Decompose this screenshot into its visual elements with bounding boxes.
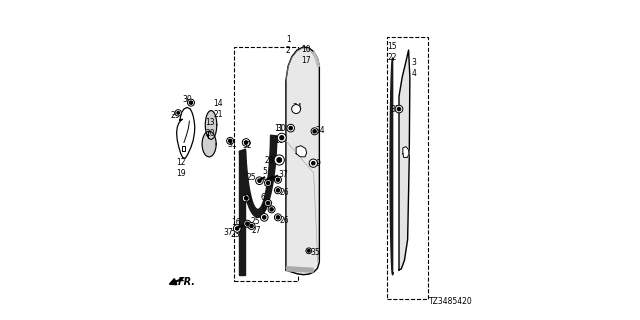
Polygon shape (205, 111, 217, 139)
Text: 11
18: 11 18 (274, 124, 284, 145)
Circle shape (306, 248, 312, 254)
Circle shape (287, 124, 294, 132)
Circle shape (266, 201, 269, 204)
Circle shape (255, 177, 263, 185)
Text: 29: 29 (170, 111, 180, 120)
Text: 14
21: 14 21 (213, 99, 223, 119)
Text: 6
8: 6 8 (261, 193, 266, 213)
Polygon shape (399, 50, 410, 270)
Text: 10
17: 10 17 (301, 45, 310, 65)
Circle shape (276, 178, 280, 181)
Circle shape (189, 101, 193, 104)
Circle shape (244, 197, 248, 200)
Circle shape (275, 187, 282, 194)
Circle shape (236, 227, 239, 230)
Circle shape (277, 158, 282, 162)
Circle shape (246, 222, 249, 225)
Circle shape (308, 250, 310, 252)
Text: 30: 30 (182, 95, 192, 104)
Text: 26: 26 (279, 216, 289, 225)
Circle shape (312, 162, 315, 165)
Circle shape (250, 224, 253, 228)
Text: 13
20: 13 20 (205, 118, 215, 138)
Circle shape (292, 105, 301, 114)
Polygon shape (390, 58, 393, 275)
Circle shape (266, 181, 269, 185)
Circle shape (311, 128, 318, 135)
Text: 37: 37 (223, 228, 233, 237)
Text: 34: 34 (292, 103, 301, 112)
Polygon shape (202, 131, 216, 157)
Bar (234, 47, 298, 281)
Polygon shape (239, 135, 277, 217)
Circle shape (395, 105, 403, 113)
Text: 15
22: 15 22 (388, 42, 397, 62)
Text: TZ3485420: TZ3485420 (429, 297, 472, 306)
Polygon shape (314, 52, 319, 67)
Text: 30: 30 (276, 124, 286, 132)
Circle shape (260, 213, 268, 221)
Circle shape (275, 214, 282, 221)
Text: 28: 28 (264, 156, 274, 164)
Circle shape (227, 137, 234, 144)
Text: 5
7: 5 7 (262, 167, 267, 188)
Circle shape (276, 216, 280, 219)
Circle shape (244, 220, 251, 227)
Circle shape (276, 189, 280, 192)
Circle shape (262, 216, 266, 219)
Circle shape (248, 222, 255, 229)
Polygon shape (296, 146, 307, 157)
Circle shape (264, 199, 271, 206)
Circle shape (280, 136, 284, 140)
Circle shape (275, 176, 282, 183)
Text: 16
23: 16 23 (231, 219, 241, 238)
Text: 12
19: 12 19 (177, 158, 186, 178)
Text: 24: 24 (316, 126, 326, 135)
Text: 31: 31 (227, 140, 237, 148)
Text: 33: 33 (390, 105, 400, 114)
Circle shape (289, 126, 292, 130)
Text: 37: 37 (278, 170, 289, 179)
Polygon shape (287, 267, 313, 272)
Circle shape (313, 130, 316, 133)
Circle shape (277, 133, 286, 142)
Circle shape (270, 208, 273, 211)
Polygon shape (239, 151, 245, 275)
Circle shape (175, 110, 181, 116)
Text: 27: 27 (252, 226, 261, 235)
Text: 9: 9 (316, 159, 320, 168)
Bar (387, 37, 428, 299)
Text: 25: 25 (250, 217, 260, 226)
Circle shape (244, 141, 248, 144)
Circle shape (177, 112, 179, 114)
Circle shape (274, 155, 284, 165)
Text: FR.: FR. (178, 277, 196, 287)
Circle shape (268, 206, 275, 213)
Text: 26: 26 (279, 188, 289, 197)
Text: 36: 36 (242, 195, 252, 204)
Circle shape (234, 225, 241, 232)
Circle shape (397, 108, 401, 111)
Circle shape (309, 159, 317, 167)
Circle shape (243, 195, 250, 202)
Text: 35: 35 (310, 248, 320, 257)
Text: 3
4: 3 4 (412, 58, 416, 78)
Circle shape (264, 180, 271, 187)
Polygon shape (286, 47, 319, 275)
Circle shape (188, 99, 195, 106)
Circle shape (258, 179, 261, 182)
Text: 32: 32 (242, 141, 252, 150)
Circle shape (228, 139, 232, 142)
Text: 1
2: 1 2 (286, 35, 291, 55)
Polygon shape (403, 147, 409, 157)
Circle shape (243, 139, 250, 146)
Text: 25: 25 (246, 173, 255, 182)
